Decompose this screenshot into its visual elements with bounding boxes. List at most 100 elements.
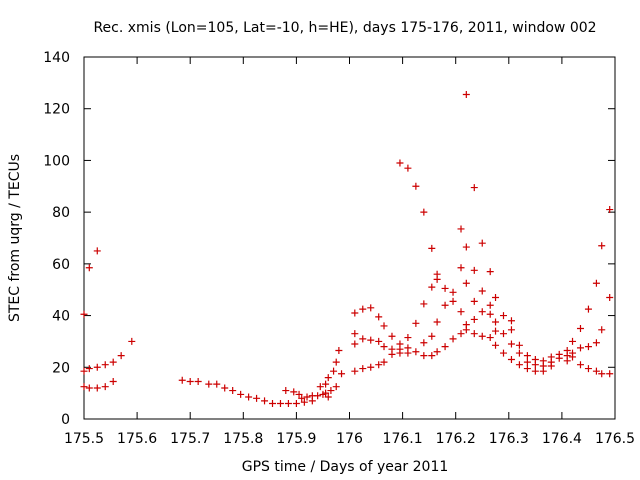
- y-tick-label: 120: [43, 102, 70, 118]
- x-axis-label: GPS time / Days of year 2011: [242, 459, 449, 475]
- data-point: [375, 313, 383, 321]
- data-point: [316, 383, 324, 391]
- data-point: [375, 361, 383, 369]
- data-point: [109, 378, 117, 386]
- data-point: [284, 399, 292, 407]
- data-point: [351, 340, 359, 348]
- data-point: [428, 332, 436, 340]
- data-point: [598, 370, 606, 378]
- data-point: [322, 380, 330, 388]
- data-point: [420, 208, 428, 216]
- data-point: [523, 365, 531, 373]
- data-point: [375, 337, 383, 345]
- data-point: [606, 370, 614, 378]
- data-point: [300, 398, 308, 406]
- data-point: [539, 367, 547, 375]
- data-point: [292, 399, 300, 407]
- data-point: [327, 387, 335, 395]
- data-point: [486, 310, 494, 318]
- data-point: [295, 390, 303, 398]
- data-point: [178, 376, 186, 384]
- data-point: [433, 318, 441, 326]
- data-point: [523, 358, 531, 366]
- data-point: [592, 339, 600, 347]
- data-point: [576, 344, 584, 352]
- data-point: [515, 349, 523, 357]
- data-point: [128, 337, 136, 345]
- y-tick-label: 140: [43, 50, 70, 66]
- chart-title: Rec. xmis (Lon=105, Lat=-10, h=HE), days…: [93, 20, 596, 36]
- data-point: [492, 293, 500, 301]
- data-point: [486, 334, 494, 342]
- data-point: [478, 287, 486, 295]
- data-point: [359, 335, 367, 343]
- data-point: [109, 358, 117, 366]
- y-axis-label: STEC from uqrg / TECUs: [7, 154, 23, 322]
- data-point: [569, 353, 577, 361]
- data-point: [592, 367, 600, 375]
- data-point: [449, 288, 457, 296]
- data-point: [229, 387, 237, 395]
- data-point: [598, 242, 606, 250]
- data-point: [457, 308, 465, 316]
- data-point: [606, 293, 614, 301]
- data-point: [253, 394, 261, 402]
- data-point: [606, 206, 614, 214]
- data-point: [205, 380, 213, 388]
- data-point: [324, 374, 332, 382]
- data-point: [351, 330, 359, 338]
- data-point: [470, 184, 478, 192]
- x-tick-label: 176.4: [542, 431, 582, 447]
- data-point: [457, 264, 465, 272]
- data-point: [592, 279, 600, 287]
- data-point: [186, 378, 194, 386]
- data-point: [470, 315, 478, 323]
- data-point: [412, 182, 420, 190]
- data-point: [478, 308, 486, 316]
- data-point: [563, 357, 571, 365]
- data-point: [367, 304, 375, 312]
- data-point: [332, 358, 340, 366]
- y-tick-label: 60: [52, 257, 70, 273]
- data-point: [338, 370, 346, 378]
- data-point: [449, 297, 457, 305]
- data-point: [367, 363, 375, 371]
- data-point: [507, 356, 515, 364]
- data-point: [351, 309, 359, 317]
- data-point: [245, 393, 253, 401]
- data-point: [462, 326, 470, 334]
- data-point: [324, 393, 332, 401]
- data-point: [404, 334, 412, 342]
- data-point: [367, 336, 375, 344]
- data-point: [576, 361, 584, 369]
- data-point: [194, 378, 202, 386]
- data-point: [388, 332, 396, 340]
- y-tick-label: 20: [52, 360, 70, 376]
- data-point: [457, 225, 465, 233]
- data-point: [569, 337, 577, 345]
- data-point: [428, 244, 436, 252]
- data-point: [351, 367, 359, 375]
- y-tick-label: 80: [52, 205, 70, 221]
- data-point: [441, 343, 449, 351]
- data-point: [420, 339, 428, 347]
- data-point: [507, 340, 515, 348]
- data-point: [486, 268, 494, 276]
- data-point: [388, 350, 396, 358]
- data-point: [80, 310, 88, 318]
- data-point: [213, 380, 221, 388]
- data-point: [276, 399, 284, 407]
- data-point: [499, 349, 507, 357]
- data-point: [330, 367, 338, 375]
- data-point: [420, 300, 428, 308]
- data-point: [584, 365, 592, 373]
- y-tick-label: 40: [52, 309, 70, 325]
- x-tick-label: 176.5: [595, 431, 635, 447]
- data-point: [584, 305, 592, 313]
- data-point: [499, 330, 507, 338]
- x-tick-label: 175.6: [117, 431, 157, 447]
- data-point: [499, 312, 507, 320]
- data-point: [478, 332, 486, 340]
- data-point: [314, 392, 322, 400]
